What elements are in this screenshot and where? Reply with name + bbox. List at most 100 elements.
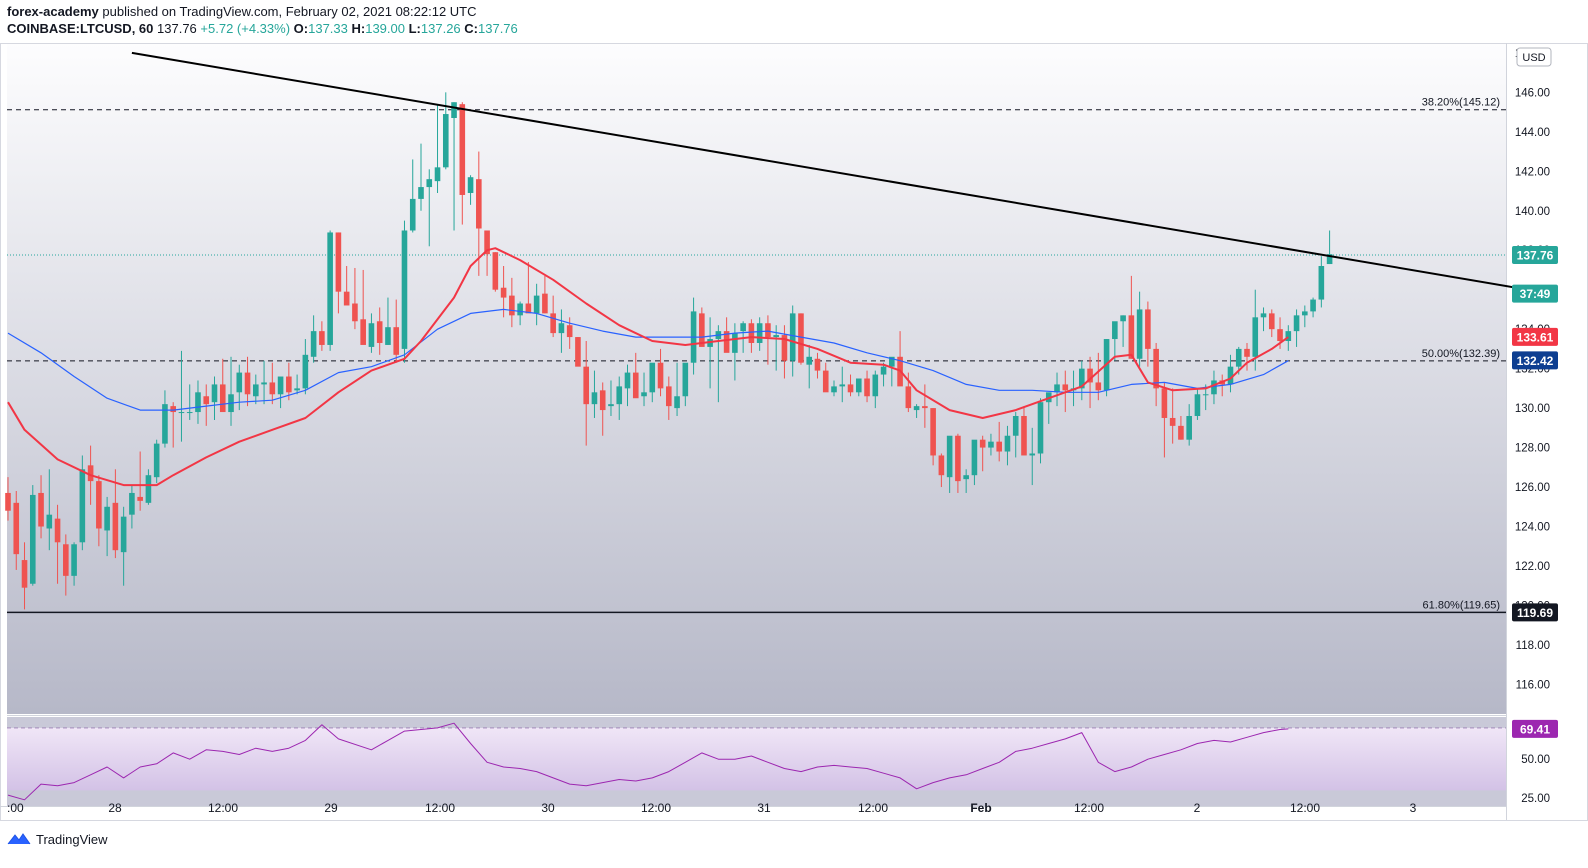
author-name[interactable]: forex-academy <box>7 4 99 19</box>
candle-body <box>798 313 804 363</box>
candle-body <box>21 560 28 588</box>
price-tick-label: 140.00 <box>1515 206 1550 218</box>
candle-body <box>46 514 53 529</box>
candle-body <box>145 475 152 503</box>
time-tick-label: 30 <box>541 801 555 815</box>
candle-body <box>979 439 986 448</box>
candle-body <box>1285 331 1292 342</box>
candle-body <box>1252 317 1259 357</box>
candle-body <box>1169 417 1176 426</box>
candle-body <box>492 252 499 290</box>
candle-body <box>1120 315 1126 322</box>
tradingview-logo-icon <box>7 832 31 846</box>
candle-body <box>806 356 813 365</box>
candle-body <box>1202 394 1209 396</box>
candle-body <box>1227 366 1234 385</box>
candle-body <box>905 386 912 409</box>
candle-body <box>79 469 86 543</box>
candle-body <box>1260 313 1267 318</box>
candle-body <box>608 404 614 407</box>
candle-body <box>1211 380 1217 395</box>
candle-body <box>930 408 936 456</box>
time-tick-label: 12:00 <box>641 801 671 815</box>
candle-body <box>38 492 44 527</box>
candle-body <box>1310 299 1316 312</box>
price-label-box-3 <box>1512 351 1558 370</box>
candle-body <box>96 481 102 529</box>
candle-body <box>525 303 532 314</box>
time-tick-label: 29 <box>324 801 338 815</box>
price-tick-label: 128.00 <box>1515 443 1550 455</box>
tradingview-brand[interactable]: TradingView <box>7 830 108 848</box>
price-tick-label: 146.00 <box>1515 87 1550 99</box>
candle-body <box>641 392 647 397</box>
candle-body <box>459 104 466 195</box>
price-tick-label: 130.00 <box>1515 403 1550 415</box>
time-tick-label: Feb <box>970 801 991 815</box>
time-tick-label: 12:00 <box>425 801 455 815</box>
time-tick-label: :00 <box>7 801 24 815</box>
candle-body <box>1302 311 1308 316</box>
candle-body <box>839 384 846 387</box>
candle-body <box>575 337 581 367</box>
candle-body <box>294 388 300 391</box>
candle-body <box>822 370 829 393</box>
candle-body <box>54 518 61 543</box>
candle-body <box>509 295 515 316</box>
candle-body <box>880 366 887 375</box>
fib-level-label-1: 50.00%(132.39) <box>1422 348 1500 360</box>
candle-body <box>517 303 523 316</box>
candle-body <box>63 544 69 576</box>
candle-body <box>335 232 342 292</box>
time-tick-label: 12:00 <box>208 801 238 815</box>
candle-body <box>467 177 474 193</box>
candle-body <box>277 376 284 395</box>
candle-body <box>872 374 879 397</box>
price-label-box-1 <box>1512 284 1558 303</box>
candle-body <box>566 325 573 338</box>
candle-body <box>1054 384 1060 393</box>
candle-body <box>162 404 168 444</box>
candle-body <box>352 303 358 322</box>
candle-body <box>1326 254 1333 265</box>
candle-body <box>219 384 226 413</box>
candle-body <box>1186 415 1192 440</box>
candle-body <box>368 323 375 347</box>
rsi-tick-label: 50.00 <box>1521 754 1550 766</box>
candle-body <box>550 313 556 334</box>
candle-body <box>864 378 870 397</box>
candle-body <box>211 384 218 403</box>
candle-body <box>789 313 796 361</box>
candle-body <box>831 386 837 393</box>
price-label-1: 37:49 <box>1520 287 1551 301</box>
time-tick-label: 12:00 <box>1290 801 1320 815</box>
candle-body <box>442 114 449 168</box>
candle-body <box>153 443 160 478</box>
candle-body <box>236 372 243 393</box>
candle-body <box>434 167 441 182</box>
candle-body <box>253 384 259 397</box>
candle-body <box>1268 313 1275 330</box>
candle-body <box>765 323 771 338</box>
time-tick-label: 12:00 <box>1074 801 1104 815</box>
price-tick-label: 118.00 <box>1516 640 1550 652</box>
low-value: 137.26 <box>420 21 461 36</box>
candle-body <box>1235 348 1242 367</box>
candle-body <box>261 382 267 385</box>
candle-body <box>996 441 1002 452</box>
chart-background <box>7 43 1506 714</box>
symbol-label[interactable]: COINBASE:LTCUSD, 60 <box>7 21 154 36</box>
candle-body <box>302 354 309 389</box>
price-label-4: 119.69 <box>1517 606 1553 620</box>
candle-body <box>1004 435 1011 452</box>
rsi-band <box>7 727 1506 791</box>
rsi-label-box <box>1512 719 1558 738</box>
candle-body <box>1037 402 1044 454</box>
currency-badge <box>1516 47 1552 67</box>
candle-body <box>1293 315 1300 332</box>
candle-body <box>137 496 143 501</box>
candle-body <box>781 335 788 361</box>
candle-body <box>889 356 895 367</box>
candle-body <box>971 439 978 476</box>
